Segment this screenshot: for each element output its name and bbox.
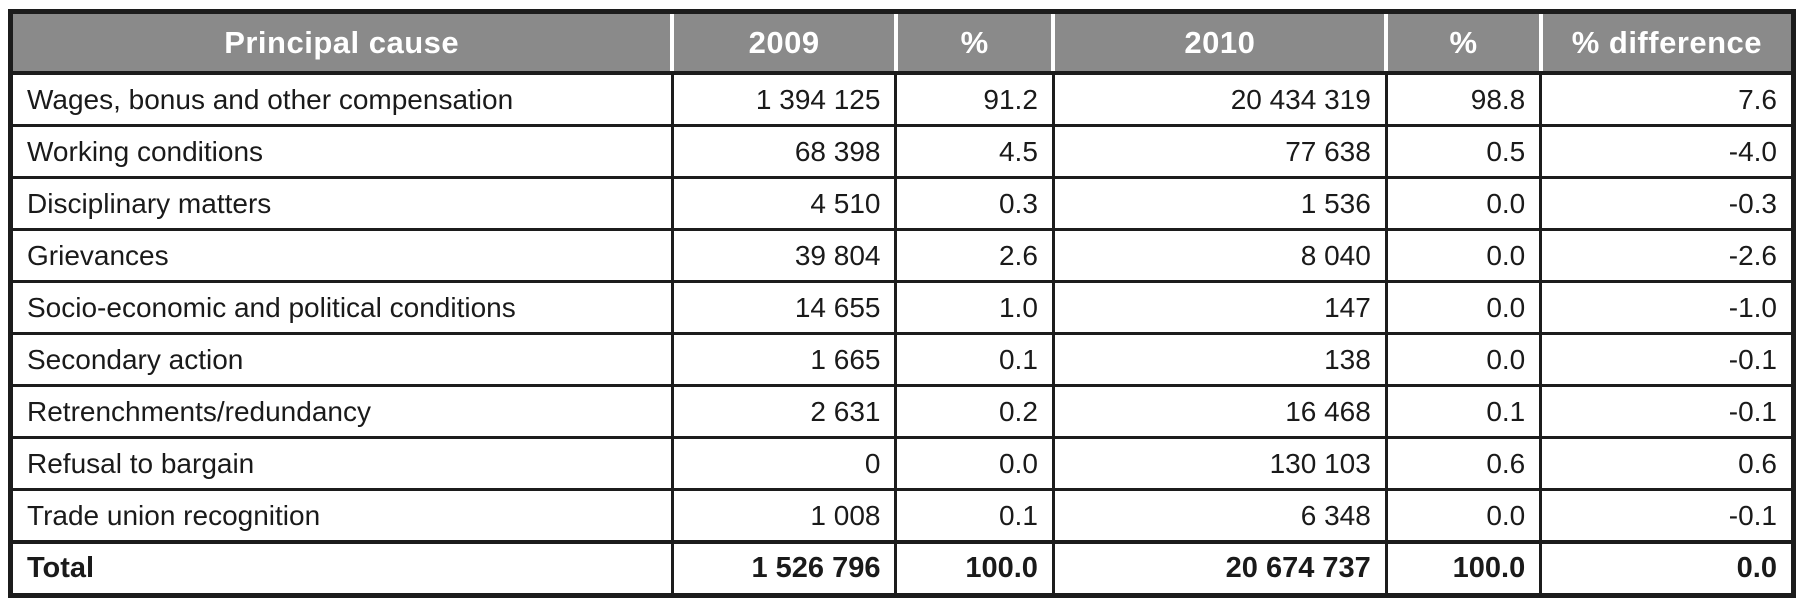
table-row: Refusal to bargain 0 0.0 130 103 0.6 0.6 — [9, 436, 1795, 491]
total-2010-cell: 20 674 737 — [1051, 540, 1388, 597]
percent-2009-cell: 1.0 — [894, 280, 1055, 335]
column-header-percent-2009: % — [893, 10, 1056, 75]
percent-2010-cell: 0.0 — [1384, 280, 1543, 335]
percent-2010-cell: 98.8 — [1384, 71, 1543, 127]
value-2010-cell: 8 040 — [1051, 228, 1388, 283]
value-2009-cell: 39 804 — [670, 228, 898, 283]
percent-2009-cell: 2.6 — [894, 228, 1055, 283]
percent-2010-cell: 0.0 — [1384, 332, 1543, 387]
table-row: Grievances 39 804 2.6 8 040 0.0 -2.6 — [9, 228, 1795, 283]
percent-difference-cell: -2.6 — [1539, 228, 1795, 283]
cause-cell: Socio-economic and political conditions — [9, 280, 674, 335]
value-2009-cell: 1 394 125 — [670, 71, 898, 127]
column-header-percent-difference: % difference — [1538, 10, 1796, 75]
total-percent-2009-cell: 100.0 — [894, 540, 1055, 597]
value-2009-cell: 0 — [670, 436, 898, 491]
table-row: Wages, bonus and other compensation 1 39… — [9, 71, 1795, 127]
value-2010-cell: 77 638 — [1051, 124, 1388, 179]
percent-2009-cell: 0.3 — [894, 176, 1055, 231]
value-2009-cell: 1 008 — [670, 488, 898, 544]
percent-2009-cell: 0.1 — [894, 332, 1055, 387]
column-header-2009: 2009 — [670, 10, 898, 75]
table-row: Secondary action 1 665 0.1 138 0.0 -0.1 — [9, 332, 1795, 387]
percent-difference-cell: -0.1 — [1539, 488, 1795, 544]
percent-difference-cell: -1.0 — [1539, 280, 1795, 335]
principal-cause-table: Principal cause 2009 % 2010 % % differen… — [8, 9, 1796, 598]
total-label-cell: Total — [9, 540, 674, 597]
value-2010-cell: 1 536 — [1051, 176, 1388, 231]
percent-2010-cell: 0.1 — [1384, 384, 1543, 439]
percent-2010-cell: 0.0 — [1384, 228, 1543, 283]
header-row: Principal cause 2009 % 2010 % % differen… — [8, 10, 1796, 75]
percent-2009-cell: 0.1 — [894, 488, 1055, 544]
percent-difference-cell: -0.3 — [1539, 176, 1795, 231]
value-2010-cell: 20 434 319 — [1051, 71, 1388, 127]
cause-cell: Secondary action — [9, 332, 674, 387]
percent-2010-cell: 0.6 — [1384, 436, 1543, 491]
value-2009-cell: 2 631 — [670, 384, 898, 439]
percent-difference-cell: -0.1 — [1539, 384, 1795, 439]
value-2009-cell: 14 655 — [670, 280, 898, 335]
value-2010-cell: 16 468 — [1051, 384, 1388, 439]
column-header-principal-cause: Principal cause — [8, 10, 675, 75]
percent-2009-cell: 0.2 — [894, 384, 1055, 439]
percent-difference-cell: 7.6 — [1539, 71, 1795, 127]
cause-cell: Disciplinary matters — [9, 176, 674, 231]
value-2010-cell: 130 103 — [1051, 436, 1388, 491]
value-2009-cell: 4 510 — [670, 176, 898, 231]
percent-2009-cell: 91.2 — [894, 71, 1055, 127]
value-2009-cell: 1 665 — [670, 332, 898, 387]
column-header-percent-2010: % — [1384, 10, 1543, 75]
table-row: Working conditions 68 398 4.5 77 638 0.5… — [9, 124, 1795, 179]
percent-difference-cell: 0.6 — [1539, 436, 1795, 491]
total-percent-2010-cell: 100.0 — [1384, 540, 1543, 597]
percent-2009-cell: 4.5 — [894, 124, 1055, 179]
percent-2010-cell: 0.0 — [1384, 176, 1543, 231]
value-2009-cell: 68 398 — [670, 124, 898, 179]
total-2009-cell: 1 526 796 — [670, 540, 898, 597]
value-2010-cell: 138 — [1051, 332, 1388, 387]
value-2010-cell: 147 — [1051, 280, 1388, 335]
percent-2010-cell: 0.0 — [1384, 488, 1543, 544]
table-row: Disciplinary matters 4 510 0.3 1 536 0.0… — [9, 176, 1795, 231]
column-header-2010: 2010 — [1051, 10, 1389, 75]
value-2010-cell: 6 348 — [1051, 488, 1388, 544]
total-percent-difference-cell: 0.0 — [1539, 540, 1795, 597]
table-row: Trade union recognition 1 008 0.1 6 348 … — [9, 488, 1795, 544]
percent-2009-cell: 0.0 — [894, 436, 1055, 491]
table-row: Retrenchments/redundancy 2 631 0.2 16 46… — [9, 384, 1795, 439]
cause-cell: Working conditions — [9, 124, 674, 179]
percent-2010-cell: 0.5 — [1384, 124, 1543, 179]
percent-difference-cell: -0.1 — [1539, 332, 1795, 387]
cause-cell: Wages, bonus and other compensation — [9, 71, 674, 127]
cause-cell: Grievances — [9, 228, 674, 283]
cause-cell: Retrenchments/redundancy — [9, 384, 674, 439]
percent-difference-cell: -4.0 — [1539, 124, 1795, 179]
cause-cell: Trade union recognition — [9, 488, 674, 544]
total-row: Total 1 526 796 100.0 20 674 737 100.0 0… — [9, 540, 1795, 597]
table-row: Socio-economic and political conditions … — [9, 280, 1795, 335]
cause-cell: Refusal to bargain — [9, 436, 674, 491]
